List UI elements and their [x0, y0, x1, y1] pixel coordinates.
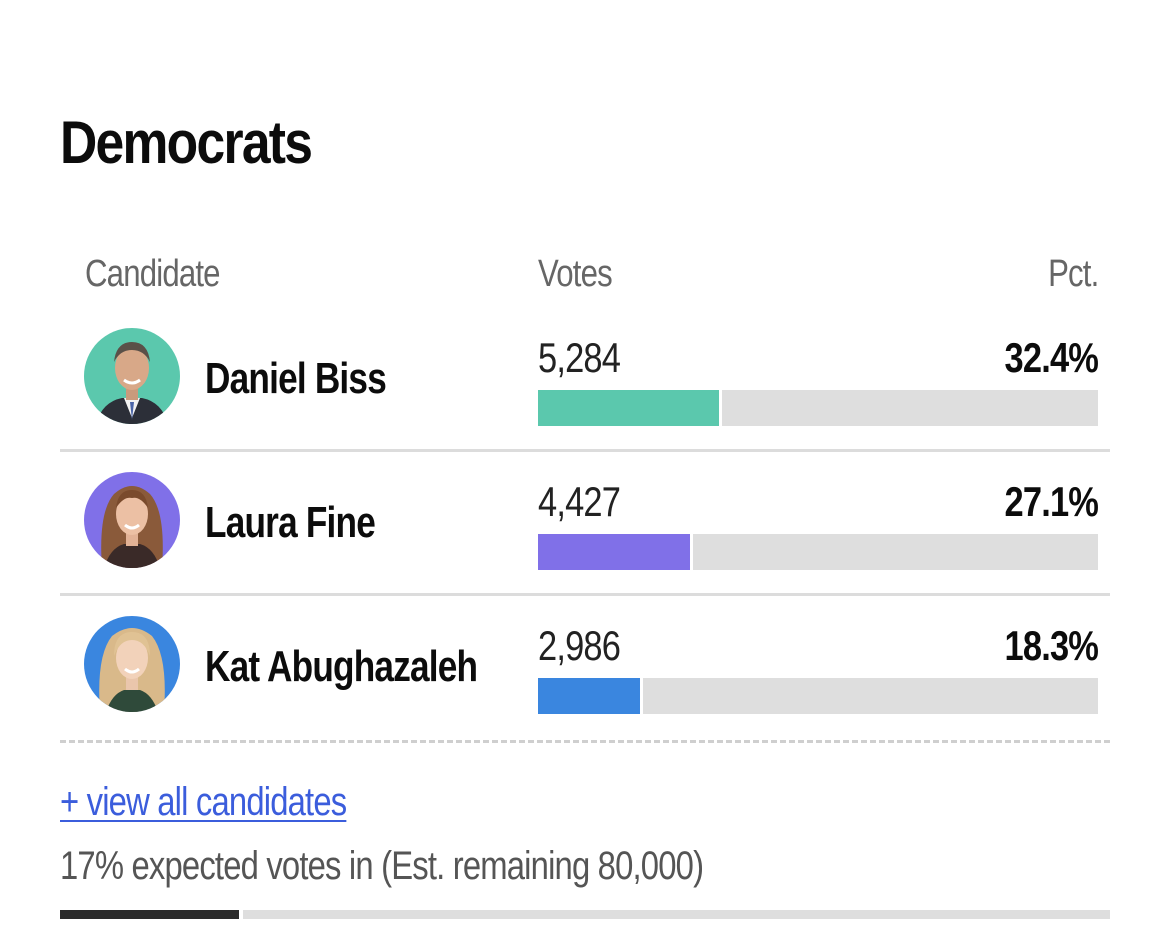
vote-bar-fill	[538, 390, 722, 426]
vote-count: 2,986	[538, 622, 621, 669]
expected-votes-progress	[60, 910, 1110, 919]
vote-count: 5,284	[538, 334, 621, 381]
column-header-votes: Votes	[538, 253, 613, 295]
view-all-candidates-link[interactable]: + view all candidates	[60, 780, 347, 824]
vote-percent: 27.1%	[1004, 478, 1098, 525]
avatar	[84, 328, 180, 424]
row-divider	[60, 449, 1110, 452]
column-header-pct: Pct.	[1047, 253, 1099, 295]
vote-bar	[538, 678, 1098, 714]
vote-bar-fill	[538, 534, 693, 570]
candidate-photo-laura-fine	[84, 472, 180, 568]
candidate-row: Kat Abughazaleh 2,986 18.3%	[60, 610, 1110, 754]
section-title: Democrats	[60, 109, 313, 176]
candidate-name: Kat Abughazaleh	[205, 642, 478, 691]
expected-votes-progress-fill	[60, 910, 243, 919]
candidate-row: Laura Fine 4,427 27.1%	[60, 466, 1110, 610]
candidate-photo-daniel-biss	[84, 328, 180, 424]
column-header-candidate: Candidate	[85, 253, 221, 295]
avatar	[84, 472, 180, 568]
row-divider	[60, 593, 1110, 596]
vote-bar	[538, 390, 1098, 426]
candidate-name: Daniel Biss	[205, 354, 387, 403]
vote-percent: 18.3%	[1004, 622, 1098, 669]
candidate-photo-kat-abughazaleh	[84, 616, 180, 712]
dashed-divider	[60, 740, 1110, 743]
expected-votes-text: 17% expected votes in (Est. remaining 80…	[60, 844, 704, 888]
vote-bar	[538, 534, 1098, 570]
vote-bar-fill	[538, 678, 643, 714]
vote-percent: 32.4%	[1004, 334, 1098, 381]
candidate-name: Laura Fine	[205, 498, 376, 547]
candidate-row: Daniel Biss 5,284 32.4%	[60, 322, 1110, 466]
avatar	[84, 616, 180, 712]
vote-count: 4,427	[538, 478, 621, 525]
